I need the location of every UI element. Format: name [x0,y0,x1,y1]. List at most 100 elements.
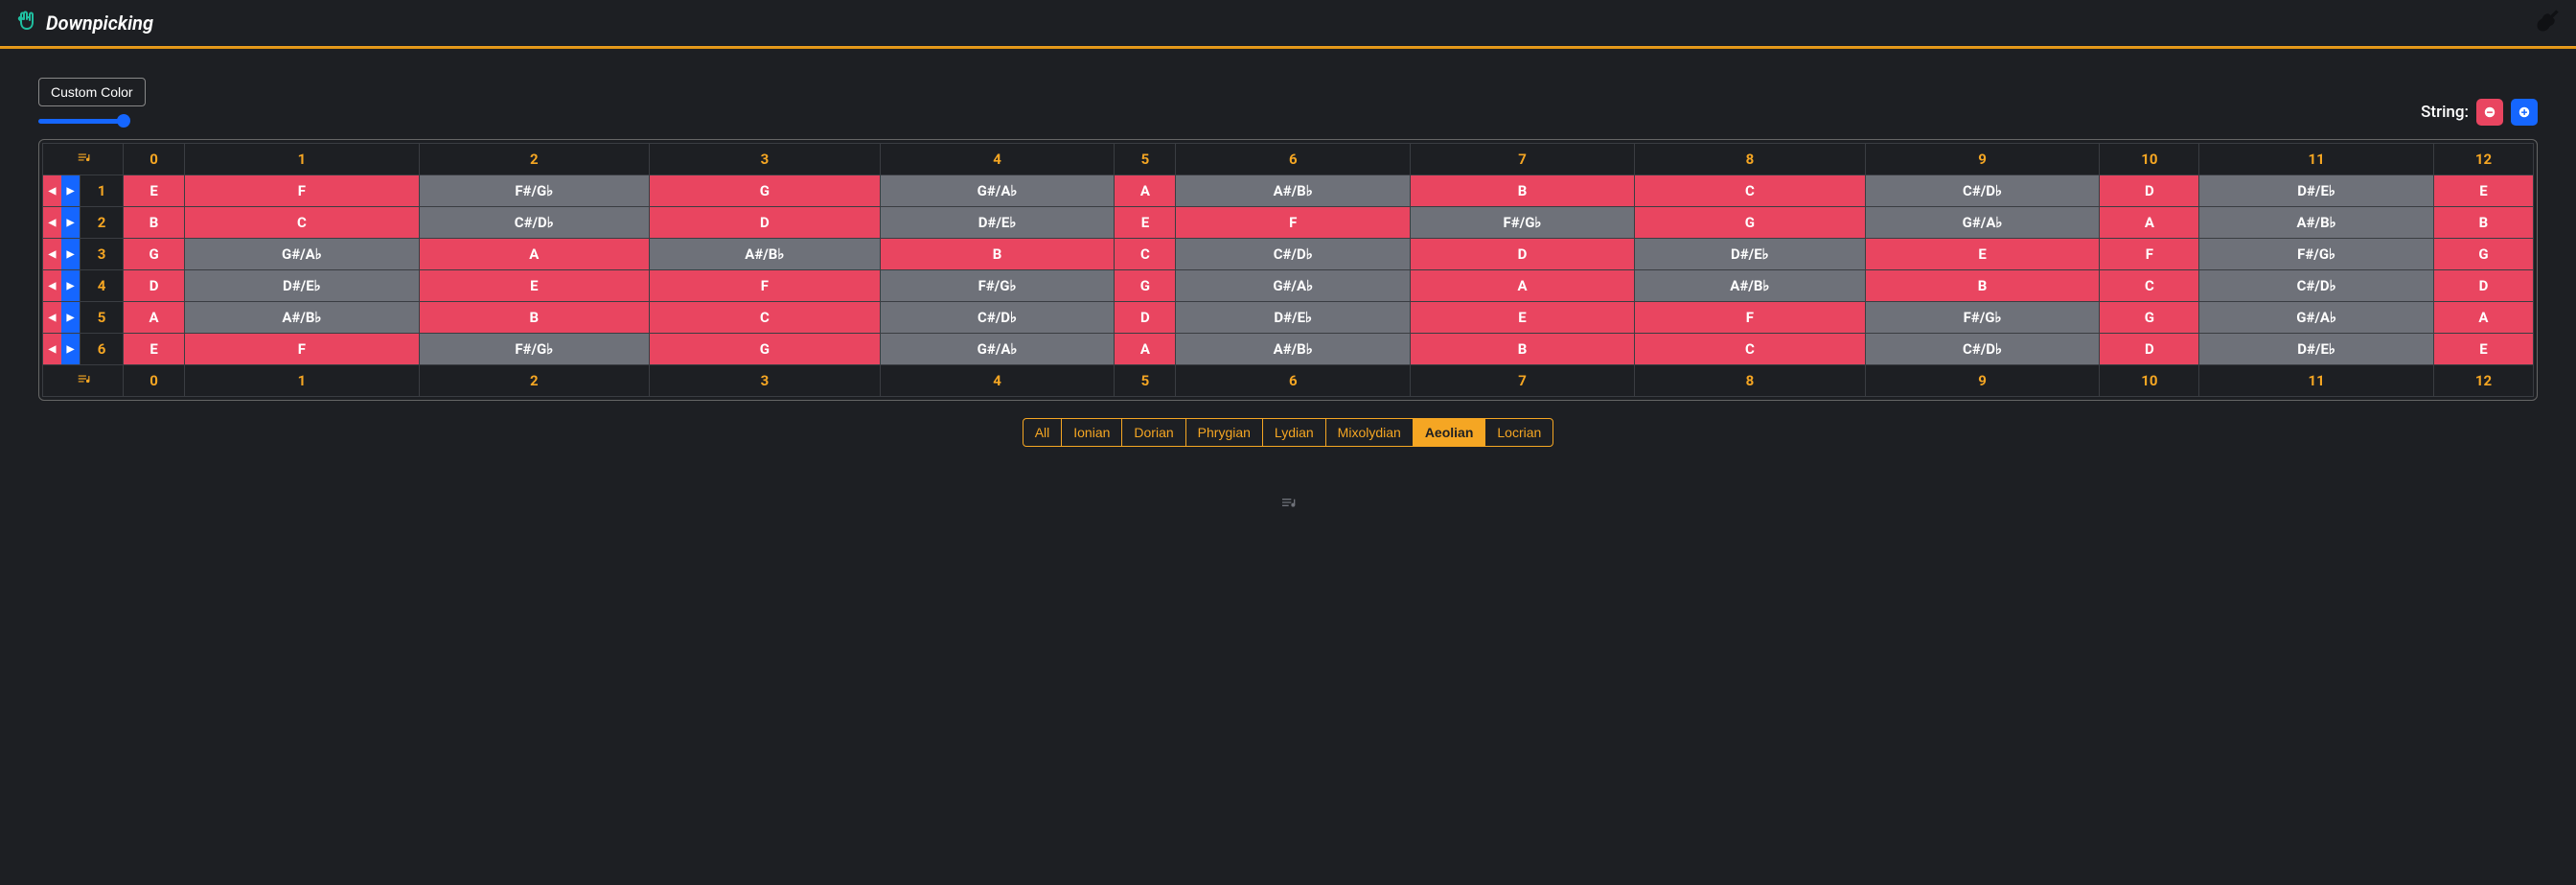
note-cell[interactable]: F#/G♭ [880,270,1115,302]
note-cell[interactable]: G [1115,270,1176,302]
string-pitch-up-button[interactable]: ▶ [61,207,80,238]
string-pitch-up-button[interactable]: ▶ [61,302,80,333]
note-cell[interactable]: C [2100,270,2199,302]
string-pitch-down-button[interactable]: ◀ [43,239,61,269]
note-cell[interactable]: C [649,302,880,334]
mode-tab-lydian[interactable]: Lydian [1262,418,1326,447]
note-cell[interactable]: A#/B♭ [185,302,420,334]
note-cell[interactable]: C [1634,334,1865,365]
note-cell[interactable]: B [1411,334,1635,365]
mode-tab-dorian[interactable]: Dorian [1121,418,1185,447]
note-cell[interactable]: G#/A♭ [1176,270,1411,302]
brand[interactable]: Downpicking [15,10,153,36]
string-pitch-up-button[interactable]: ▶ [61,334,80,364]
note-cell[interactable]: F [649,270,880,302]
string-pitch-up-button[interactable]: ▶ [61,175,80,206]
note-cell[interactable]: B [1411,175,1635,207]
string-pitch-up-button[interactable]: ▶ [61,239,80,269]
note-cell[interactable]: A [1115,334,1176,365]
note-cell[interactable]: G [649,334,880,365]
note-cell[interactable]: A#/B♭ [1634,270,1865,302]
note-cell[interactable]: F [1176,207,1411,239]
note-cell[interactable]: D#/E♭ [2199,175,2434,207]
note-cell[interactable]: G [2100,302,2199,334]
note-cell[interactable]: G [1634,207,1865,239]
note-cell[interactable]: D [124,270,185,302]
note-cell[interactable]: G [649,175,880,207]
note-cell[interactable]: C#/D♭ [880,302,1115,334]
remove-string-button[interactable] [2476,99,2503,126]
note-cell[interactable]: C#/D♭ [1865,175,2100,207]
note-cell[interactable]: G [124,239,185,270]
note-cell[interactable]: B [124,207,185,239]
note-cell[interactable]: C [185,207,420,239]
string-pitch-up-button[interactable]: ▶ [61,270,80,301]
note-cell[interactable]: E [2433,175,2533,207]
note-cell[interactable]: A#/B♭ [1176,175,1411,207]
note-cell[interactable]: A [1411,270,1635,302]
note-cell[interactable]: F#/G♭ [1411,207,1635,239]
string-pitch-down-button[interactable]: ◀ [43,334,61,364]
note-cell[interactable]: E [124,175,185,207]
note-cell[interactable]: F [1634,302,1865,334]
note-cell[interactable]: C [1634,175,1865,207]
guitar-icon[interactable] [2534,8,2561,38]
note-cell[interactable]: F#/G♭ [2199,239,2434,270]
note-cell[interactable]: D [2100,334,2199,365]
mode-tab-ionian[interactable]: Ionian [1061,418,1122,447]
mode-tab-aeolian[interactable]: Aeolian [1413,418,1486,447]
note-cell[interactable]: E [1115,207,1176,239]
mode-tab-locrian[interactable]: Locrian [1484,418,1553,447]
note-cell[interactable]: F#/G♭ [1865,302,2100,334]
note-cell[interactable]: D#/E♭ [2199,334,2434,365]
note-cell[interactable]: C#/D♭ [1865,334,2100,365]
mode-tab-mixolydian[interactable]: Mixolydian [1325,418,1414,447]
note-cell[interactable]: B [2433,207,2533,239]
note-cell[interactable]: D#/E♭ [1176,302,1411,334]
mode-tab-all[interactable]: All [1023,418,1063,447]
note-cell[interactable]: G#/A♭ [185,239,420,270]
note-cell[interactable]: D#/E♭ [880,207,1115,239]
note-cell[interactable]: A [419,239,649,270]
note-cell[interactable]: E [1865,239,2100,270]
note-cell[interactable]: G#/A♭ [880,175,1115,207]
note-cell[interactable]: F#/G♭ [419,175,649,207]
note-cell[interactable]: E [1411,302,1635,334]
note-cell[interactable]: E [124,334,185,365]
note-cell[interactable]: D [2100,175,2199,207]
note-cell[interactable]: A#/B♭ [2199,207,2434,239]
note-cell[interactable]: A#/B♭ [1176,334,1411,365]
string-pitch-down-button[interactable]: ◀ [43,302,61,333]
note-cell[interactable]: G#/A♭ [1865,207,2100,239]
custom-color-button[interactable]: Custom Color [38,78,146,106]
note-cell[interactable]: C#/D♭ [1176,239,1411,270]
string-pitch-down-button[interactable]: ◀ [43,270,61,301]
note-cell[interactable]: D#/E♭ [1634,239,1865,270]
note-cell[interactable]: C#/D♭ [2199,270,2434,302]
note-cell[interactable]: F [2100,239,2199,270]
string-pitch-down-button[interactable]: ◀ [43,175,61,206]
note-cell[interactable]: B [419,302,649,334]
note-cell[interactable]: B [880,239,1115,270]
note-cell[interactable]: G#/A♭ [2199,302,2434,334]
note-cell[interactable]: E [419,270,649,302]
mode-tab-phrygian[interactable]: Phrygian [1185,418,1263,447]
note-cell[interactable]: F [185,175,420,207]
note-cell[interactable]: D [1115,302,1176,334]
note-cell[interactable]: C [1115,239,1176,270]
note-cell[interactable]: G#/A♭ [880,334,1115,365]
note-cell[interactable]: C#/D♭ [419,207,649,239]
note-cell[interactable]: D#/E♭ [185,270,420,302]
note-cell[interactable]: A#/B♭ [649,239,880,270]
note-cell[interactable]: A [2433,302,2533,334]
note-cell[interactable]: A [124,302,185,334]
note-cell[interactable]: D [2433,270,2533,302]
string-pitch-down-button[interactable]: ◀ [43,207,61,238]
note-cell[interactable]: D [1411,239,1635,270]
note-cell[interactable]: F#/G♭ [419,334,649,365]
note-cell[interactable]: F [185,334,420,365]
color-slider[interactable] [38,116,125,126]
add-string-button[interactable] [2511,99,2538,126]
note-cell[interactable]: A [1115,175,1176,207]
note-cell[interactable]: A [2100,207,2199,239]
